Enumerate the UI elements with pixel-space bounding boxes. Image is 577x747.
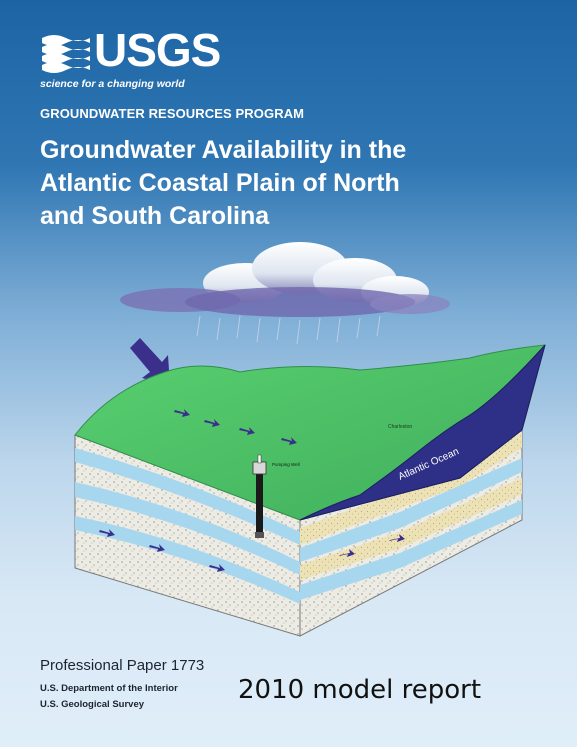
title-line-1: Groundwater Availability in the [40,136,407,164]
flow-arrows [99,409,405,572]
usgs-wordmark: USGS [94,24,221,76]
rain [196,315,381,345]
report-title: Groundwater Availability in the Atlantic… [40,134,460,233]
overlay-caption: 2010 model report [238,675,482,705]
cloud [120,242,450,317]
usgs-logo: USGS science for a changing world [40,24,240,106]
pumping-well: Pumping Well [252,454,300,538]
usgs-tagline: science for a changing world [40,78,185,90]
aquifer-block-diagram: Atlantic Ocean Charleston Pumping Well [74,242,546,637]
program-name: GROUNDWATER RESOURCES PROGRAM [40,106,305,121]
well-label: Pumping Well [272,462,300,467]
ocean-surface [299,344,546,521]
usgs-wave-icon [42,35,90,73]
department-name: U.S. Department of the Interior [40,683,178,694]
town-label: Charleston [388,424,412,430]
survey-name: U.S. Geological Survey [40,699,145,710]
title-line-3: and South Carolina [40,202,270,230]
title-line-2: Atlantic Coastal Plain of North [40,169,400,197]
professional-paper-number: Professional Paper 1773 [40,657,205,674]
